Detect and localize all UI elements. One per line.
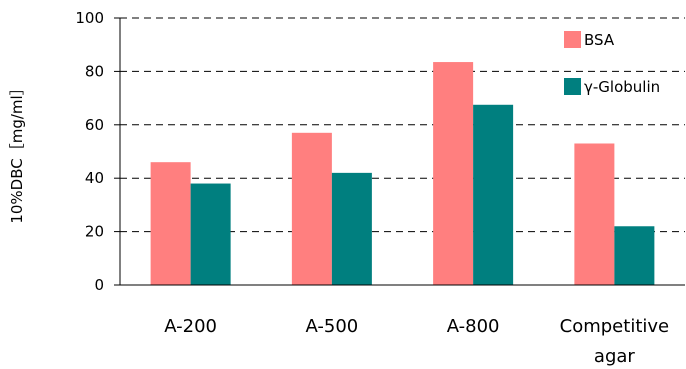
x-tick-label: Competitive [560,316,669,337]
x-tick-label: A-200 [164,316,217,337]
legend: BSA γ-Globulin [564,31,660,96]
y-tick-label: 40 [85,169,104,187]
legend-swatch [564,31,581,48]
y-tick-labels: 0 20 40 60 80 100 [75,9,120,294]
x-tick-label: A-500 [305,316,358,337]
y-tick-label: 0 [94,276,104,294]
bar-bsa-3 [574,143,615,285]
bar-bsa-1 [291,132,332,285]
axes [119,18,685,286]
x-tick-label: A-800 [447,316,500,337]
bar--globulin-3 [614,226,655,285]
bar-bsa-2 [433,62,474,286]
bar--globulin-0 [190,183,231,285]
legend-label: γ-Globulin [584,78,660,96]
bars [150,62,655,286]
x-tick-labels: A-200 A-500 A-800 Competitive agar [164,316,669,367]
y-tick-label: 60 [85,116,104,134]
bar--globulin-2 [473,104,514,286]
bar-bsa-0 [150,162,191,285]
legend-swatch [564,78,581,95]
x-tick-label: agar [594,346,635,367]
bar--globulin-1 [331,172,372,285]
y-tick-label: 80 [85,62,104,80]
y-tick-label: 100 [75,9,104,27]
y-axis-label: 10%DBC［mg/ml］ [8,80,26,223]
y-tick-label: 20 [85,223,104,241]
legend-label: BSA [584,31,615,49]
